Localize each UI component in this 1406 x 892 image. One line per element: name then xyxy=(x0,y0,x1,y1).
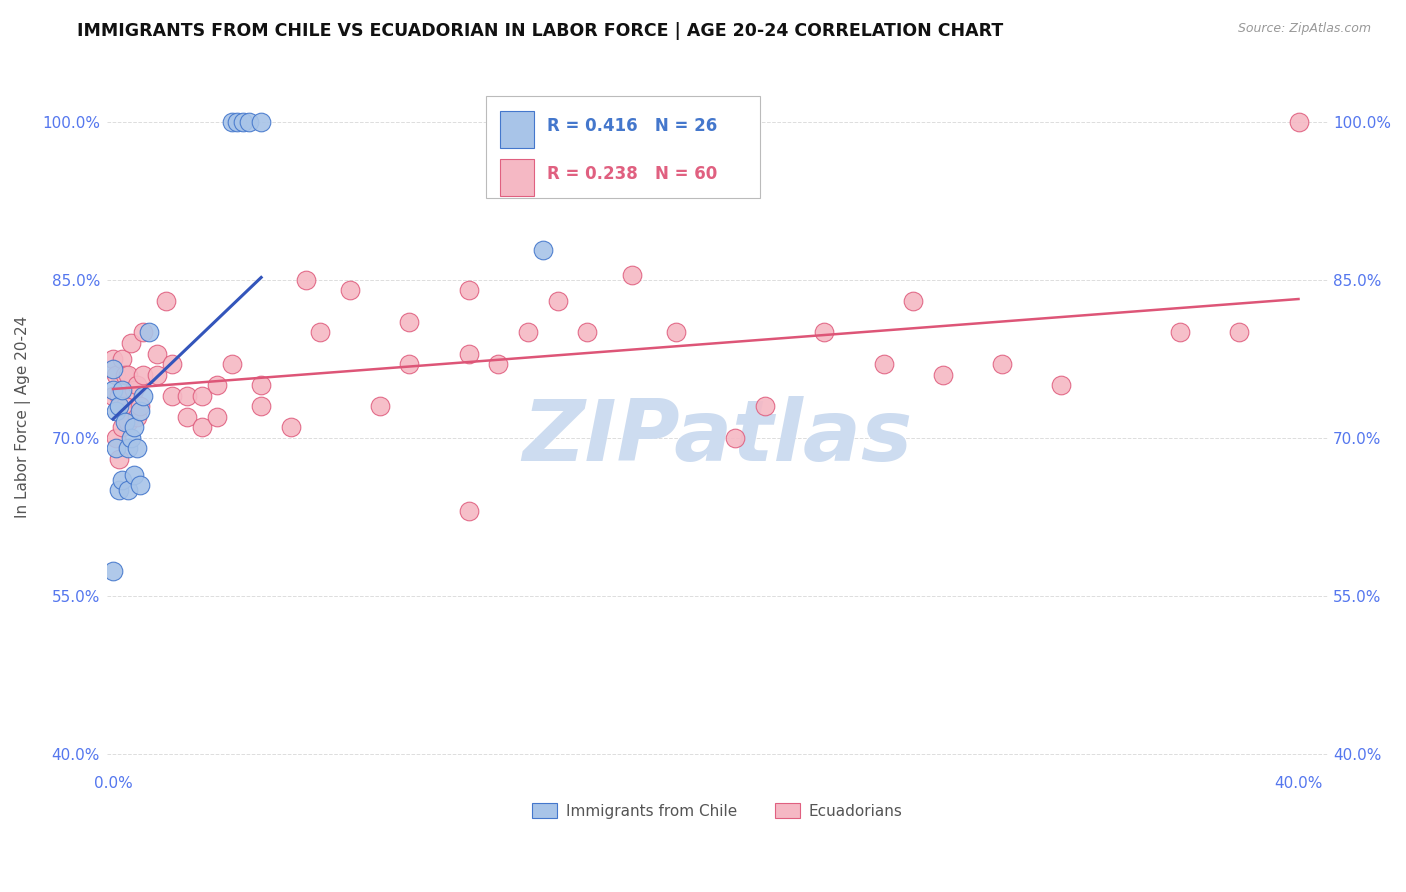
Point xyxy=(155,293,177,308)
Point xyxy=(131,389,153,403)
Point xyxy=(122,467,145,482)
Point xyxy=(238,115,260,129)
Point xyxy=(232,115,254,129)
Point xyxy=(226,115,249,129)
Point xyxy=(101,362,124,376)
Text: ZIPatlas: ZIPatlas xyxy=(523,396,912,479)
Point xyxy=(128,399,150,413)
Point xyxy=(122,420,145,434)
Point xyxy=(104,442,127,456)
Point xyxy=(250,378,273,392)
Point xyxy=(111,473,134,487)
Point xyxy=(146,346,169,360)
Point xyxy=(221,357,243,371)
Point xyxy=(1227,326,1250,340)
Point xyxy=(457,504,479,518)
Point xyxy=(125,378,148,392)
Point xyxy=(1050,378,1073,392)
Point xyxy=(101,565,124,579)
Point xyxy=(176,409,198,424)
Point xyxy=(991,357,1014,371)
Point xyxy=(108,451,131,466)
Point xyxy=(138,326,160,340)
Point xyxy=(486,357,509,371)
Point xyxy=(117,442,139,456)
Point xyxy=(457,284,479,298)
Point xyxy=(128,478,150,492)
Text: R = 0.416   N = 26: R = 0.416 N = 26 xyxy=(547,117,717,135)
Point xyxy=(114,399,136,413)
Point xyxy=(120,336,142,351)
Point xyxy=(131,326,153,340)
Point xyxy=(250,115,273,129)
Point xyxy=(547,293,569,308)
Point xyxy=(724,431,747,445)
Point xyxy=(294,273,316,287)
Point xyxy=(111,351,134,366)
Point xyxy=(221,115,243,129)
Point xyxy=(101,384,124,398)
Point xyxy=(903,293,925,308)
Point xyxy=(120,431,142,445)
Point xyxy=(1168,326,1191,340)
Point xyxy=(162,357,184,371)
Point xyxy=(114,368,136,382)
Point xyxy=(754,399,776,413)
Point xyxy=(128,404,150,418)
Point xyxy=(162,389,184,403)
Point xyxy=(205,378,228,392)
Point xyxy=(309,326,332,340)
Point xyxy=(191,420,214,434)
Point xyxy=(104,404,127,418)
Point xyxy=(576,326,599,340)
Point xyxy=(191,389,214,403)
Point xyxy=(368,399,391,413)
Point xyxy=(932,368,955,382)
Text: IMMIGRANTS FROM CHILE VS ECUADORIAN IN LABOR FORCE | AGE 20-24 CORRELATION CHART: IMMIGRANTS FROM CHILE VS ECUADORIAN IN L… xyxy=(77,22,1004,40)
Point xyxy=(101,389,124,403)
Point xyxy=(339,284,361,298)
Legend: Immigrants from Chile, Ecuadorians: Immigrants from Chile, Ecuadorians xyxy=(526,797,910,825)
Text: Source: ZipAtlas.com: Source: ZipAtlas.com xyxy=(1237,22,1371,36)
Point xyxy=(104,368,127,382)
Point xyxy=(131,368,153,382)
Point xyxy=(516,326,538,340)
Point xyxy=(125,442,148,456)
Point xyxy=(457,346,479,360)
Point xyxy=(398,315,420,329)
Point xyxy=(108,483,131,498)
Point xyxy=(398,357,420,371)
Point xyxy=(122,384,145,398)
Point xyxy=(280,420,302,434)
Point xyxy=(250,399,273,413)
Point xyxy=(176,389,198,403)
Point xyxy=(101,351,124,366)
Point xyxy=(108,399,131,413)
Bar xyxy=(501,112,534,148)
Y-axis label: In Labor Force | Age 20-24: In Labor Force | Age 20-24 xyxy=(15,316,31,518)
Point xyxy=(813,326,835,340)
Point xyxy=(114,415,136,429)
Point xyxy=(1288,115,1310,129)
Point xyxy=(104,431,127,445)
Point xyxy=(111,420,134,434)
Point xyxy=(117,415,139,429)
Point xyxy=(665,326,688,340)
Point xyxy=(146,368,169,382)
Point xyxy=(620,268,643,282)
Point xyxy=(111,384,134,398)
Point xyxy=(531,244,554,258)
Bar xyxy=(501,160,534,196)
Point xyxy=(205,409,228,424)
Text: R = 0.238   N = 60: R = 0.238 N = 60 xyxy=(547,165,717,183)
Point xyxy=(125,409,148,424)
Point xyxy=(117,368,139,382)
Point xyxy=(117,483,139,498)
FancyBboxPatch shape xyxy=(485,95,761,198)
Point xyxy=(108,389,131,403)
Point xyxy=(872,357,894,371)
